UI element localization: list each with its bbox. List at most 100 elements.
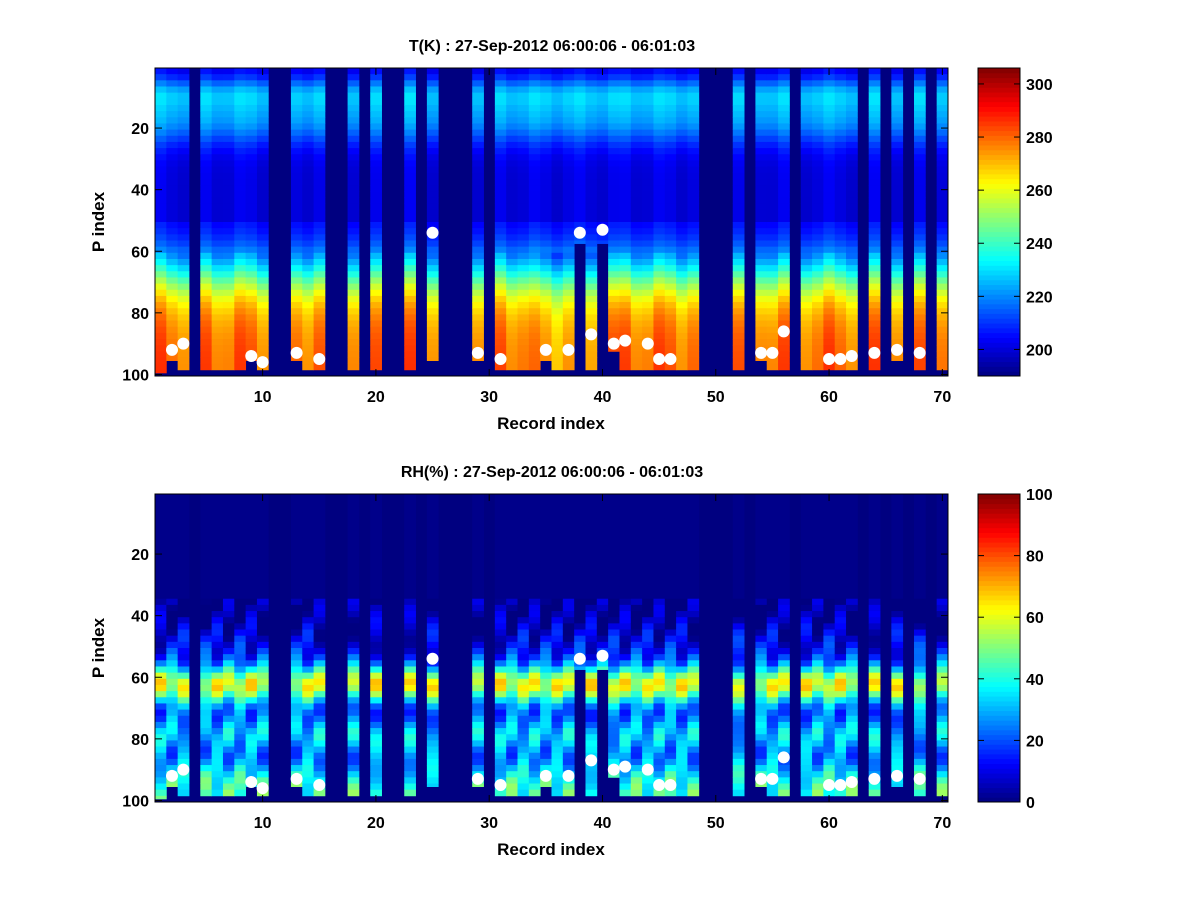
heatmap-cell xyxy=(347,240,360,248)
heatmap-cell xyxy=(551,654,564,661)
heatmap-cell xyxy=(914,141,926,149)
heatmap-cell xyxy=(868,258,881,266)
heatmap-cell xyxy=(812,783,824,791)
heatmap-cell xyxy=(506,302,518,309)
heatmap-cell xyxy=(687,524,700,532)
heatmap-cell xyxy=(528,332,541,340)
heatmap-cell xyxy=(222,265,235,272)
heatmap-cell xyxy=(211,660,224,667)
heatmap-column xyxy=(200,68,213,371)
heatmap-cell xyxy=(222,574,235,581)
heatmap-cell xyxy=(676,666,688,674)
heatmap-cell xyxy=(687,555,700,563)
heatmap-cell xyxy=(540,635,552,643)
heatmap-cell xyxy=(290,215,303,223)
heatmap-cell xyxy=(642,357,654,365)
heatmap-cell xyxy=(506,351,518,358)
colorbar-segment xyxy=(978,231,1020,237)
heatmap-cell xyxy=(302,141,314,149)
heatmap-cell xyxy=(846,752,858,760)
heatmap-cell xyxy=(914,537,926,544)
heatmap-cell xyxy=(778,277,790,284)
heatmap-cell xyxy=(256,141,269,149)
heatmap-cell xyxy=(823,752,836,760)
heatmap-cell xyxy=(313,339,326,346)
heatmap-cell xyxy=(211,629,224,637)
heatmap-cell xyxy=(891,648,904,655)
heatmap-cell xyxy=(800,80,813,87)
heatmap-cell xyxy=(494,68,507,75)
heatmap-cell xyxy=(517,86,530,94)
heatmap-cell xyxy=(846,684,858,692)
heatmap-cell xyxy=(664,320,677,328)
heatmap-cell xyxy=(290,611,303,618)
heatmap-cell xyxy=(630,611,643,618)
heatmap-cell xyxy=(608,574,620,581)
heatmap-cell xyxy=(528,86,541,94)
heatmap-cell xyxy=(166,678,179,686)
heatmap-cell xyxy=(155,703,167,710)
heatmap-cell xyxy=(177,709,190,717)
heatmap-cell xyxy=(766,240,779,248)
heatmap-cell xyxy=(800,734,813,741)
heatmap-cell xyxy=(506,314,518,321)
heatmap-cell xyxy=(846,314,858,321)
heatmap-cell xyxy=(347,561,360,569)
heatmap-cell xyxy=(834,154,847,161)
heatmap-cell xyxy=(630,530,643,538)
heatmap-cell xyxy=(664,265,677,272)
heatmap-column xyxy=(800,494,813,797)
heatmap-cell xyxy=(778,580,790,587)
heatmap-cell xyxy=(506,654,518,661)
heatmap-cell xyxy=(540,86,552,94)
heatmap-cell xyxy=(936,308,949,315)
heatmap-cell xyxy=(347,166,360,174)
heatmap-cell xyxy=(732,258,745,266)
heatmap-cell xyxy=(155,104,167,112)
heatmap-cell xyxy=(812,561,824,569)
heatmap-cell xyxy=(653,258,666,266)
heatmap-cell xyxy=(506,209,518,217)
heatmap-cell xyxy=(494,586,507,593)
heatmap-cell xyxy=(404,258,416,266)
heatmap-cell xyxy=(812,697,824,704)
heatmap-cell xyxy=(914,326,926,334)
heatmap-cell xyxy=(653,494,666,501)
heatmap-cell xyxy=(846,598,858,606)
heatmap-cell xyxy=(166,197,179,204)
colorbar-segment xyxy=(978,308,1020,314)
heatmap-cell xyxy=(755,148,768,155)
heatmap-cell xyxy=(200,789,213,797)
heatmap-cell xyxy=(472,666,484,674)
heatmap-cell xyxy=(846,295,858,303)
heatmap-cell xyxy=(290,684,303,692)
heatmap-cell xyxy=(778,777,790,784)
heatmap-cell xyxy=(755,654,768,661)
heatmap-cell xyxy=(766,203,779,211)
heatmap-cell xyxy=(155,617,167,624)
heatmap-cell xyxy=(506,222,518,229)
heatmap-cell xyxy=(562,178,575,186)
heatmap-cell xyxy=(426,185,439,192)
heatmap-cell xyxy=(540,518,552,526)
heatmap-cell xyxy=(302,326,314,334)
heatmap-cell xyxy=(914,74,926,81)
heatmap-cell xyxy=(404,215,416,223)
heatmap-cell xyxy=(211,234,224,241)
heatmap-cell xyxy=(868,320,881,328)
heatmap-cell xyxy=(347,357,360,365)
heatmap-cell xyxy=(687,148,700,155)
heatmap-cell xyxy=(494,283,507,291)
heatmap-cell xyxy=(608,295,620,303)
heatmap-cell xyxy=(562,295,575,303)
heatmap-cell xyxy=(200,765,213,772)
heatmap-cell xyxy=(778,222,790,229)
heatmap-cell xyxy=(936,191,949,198)
heatmap-cell xyxy=(200,277,213,284)
heatmap-cell xyxy=(574,104,586,112)
heatmap-cell xyxy=(630,567,643,575)
heatmap-cell xyxy=(574,648,586,655)
colorbar-segment xyxy=(978,619,1020,625)
heatmap-cell xyxy=(687,129,700,137)
heatmap-cell xyxy=(404,295,416,303)
